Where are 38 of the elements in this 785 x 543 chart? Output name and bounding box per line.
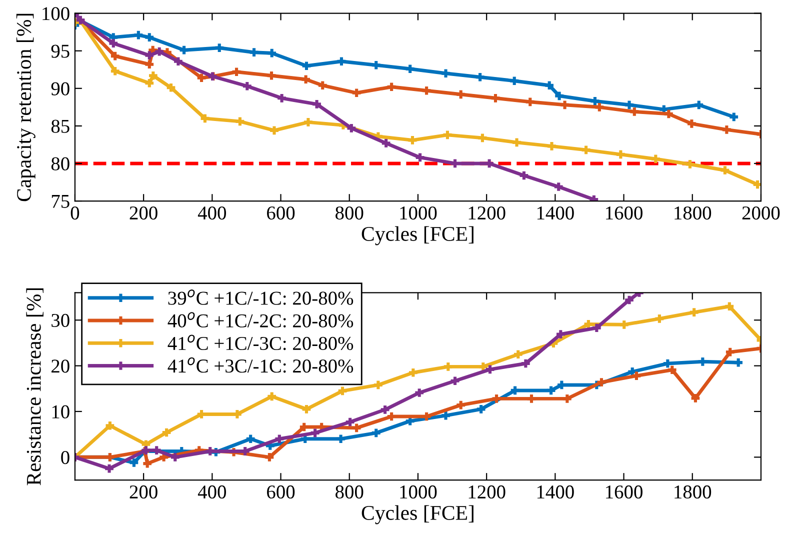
legend-label: 41$^{o}$C +1C/-3C: 20-80% (168, 334, 354, 350)
x-tick-label: 1600 (606, 206, 642, 220)
y-tick-label: 95 (51, 44, 70, 58)
x-tick-label: 200 (130, 206, 158, 220)
x-tick-label: 2000 (742, 206, 780, 220)
x-tick-label: 800 (336, 206, 364, 220)
x-tick-label: 1800 (674, 485, 712, 499)
y-tick-label: 85 (51, 120, 70, 133)
x-tick-label: 1400 (537, 206, 574, 220)
legend-label: 41$^{o}$C +3C/-1C: 20-80% (168, 357, 354, 373)
x-tick-label: 1400 (537, 485, 574, 499)
y-tick-label: 20 (52, 360, 70, 373)
x-tick-label: 400 (198, 485, 226, 499)
legend-label: 40$^{o}$C +1C/-2C: 20-80% (168, 312, 354, 328)
y-tick-label: 75 (52, 195, 70, 208)
x-tick-label: 1000 (400, 485, 437, 499)
x-tick-label: 600 (267, 206, 295, 220)
y-axis-title: Capacity retention [%] (16, 14, 36, 202)
y-tick-label: 100 (42, 7, 70, 20)
legend-label: 39$^{o}$C +1C/-1C: 20-80% (168, 290, 354, 305)
x-tick-label: 1200 (468, 485, 506, 499)
x-tick-label: 400 (198, 206, 226, 220)
x-axis-title: Cycles [FCE] (362, 226, 474, 246)
x-tick-label: 1600 (606, 485, 642, 499)
y-tick-label: 0 (61, 450, 70, 464)
y-tick-label: 30 (52, 314, 70, 328)
x-tick-label: 1200 (468, 206, 506, 220)
x-tick-label: 600 (267, 485, 295, 499)
x-axis-title: Cycles [FCE] (362, 505, 474, 524)
y-axis-title: Resistance increase [%] (26, 288, 44, 486)
x-tick-label: 200 (130, 485, 158, 499)
x-tick-label: 1800 (674, 206, 712, 220)
x-tick-label: 0 (70, 206, 80, 220)
y-tick-label: 10 (52, 405, 70, 418)
x-tick-label: 800 (336, 485, 364, 499)
x-tick-label: 1000 (400, 206, 437, 220)
y-tick-label: 90 (51, 82, 70, 96)
y-tick-label: 80 (51, 157, 70, 170)
